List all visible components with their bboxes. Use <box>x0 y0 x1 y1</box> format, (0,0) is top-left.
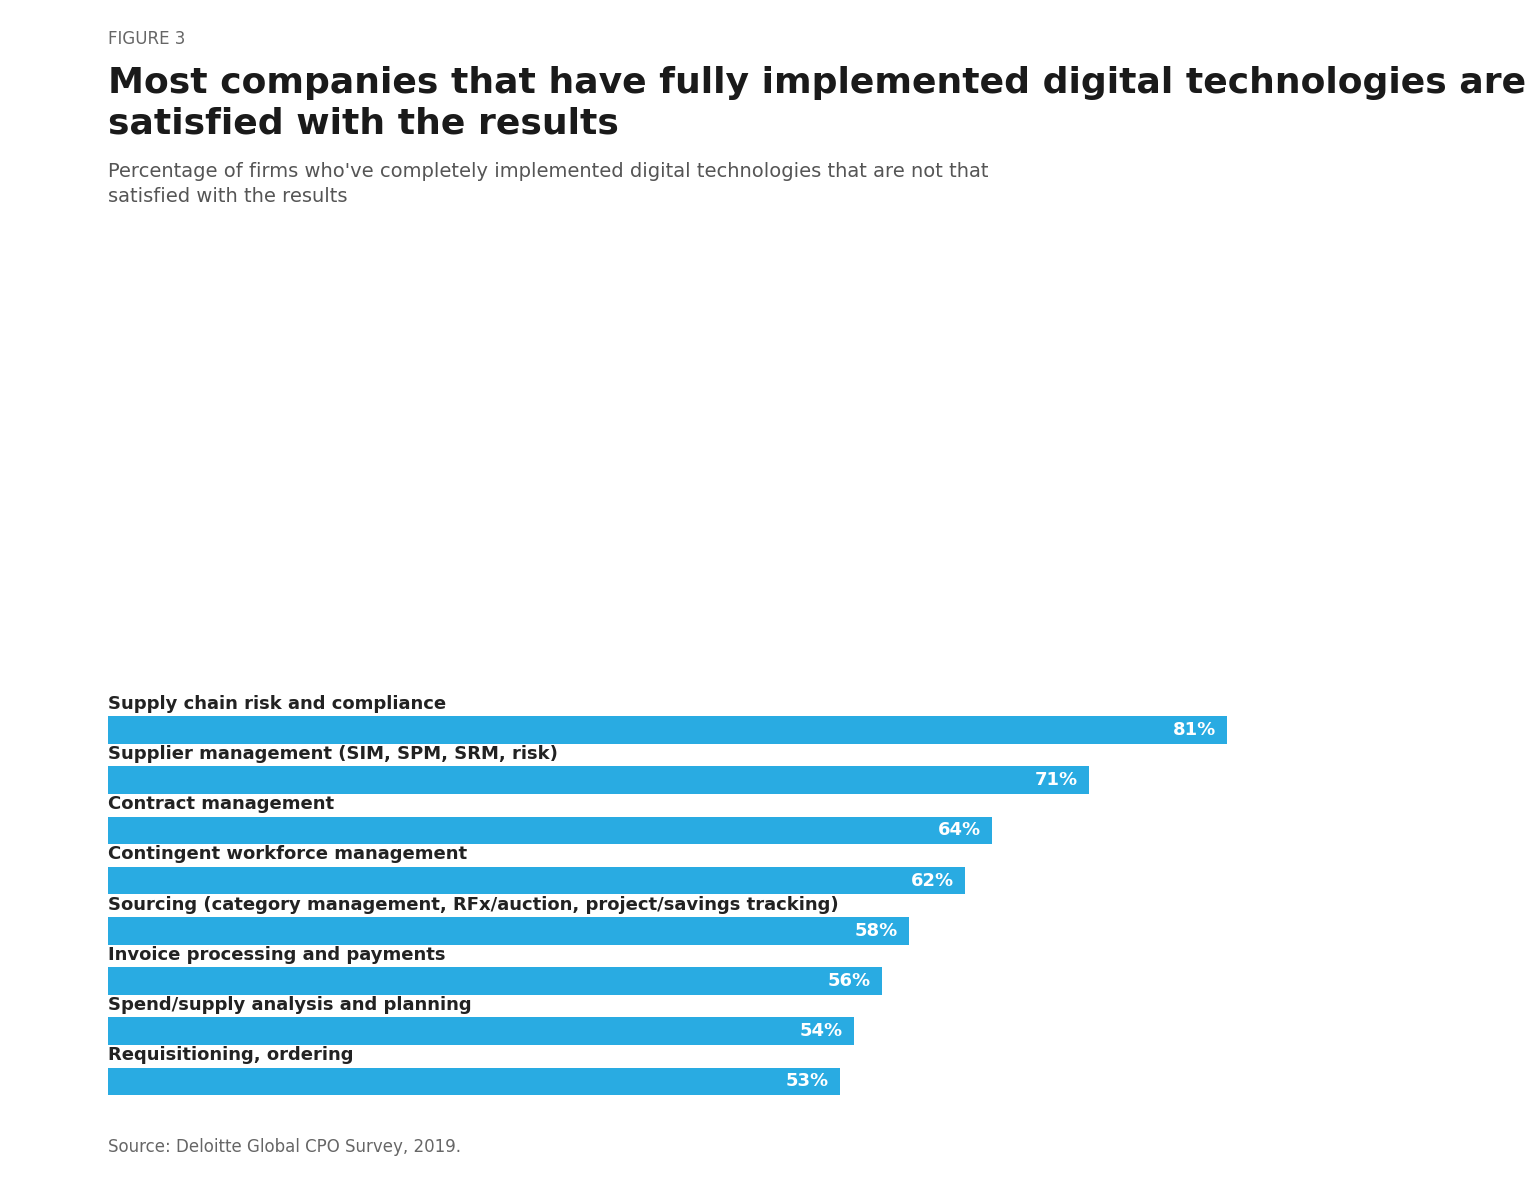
Text: Invoice processing and payments: Invoice processing and payments <box>108 945 445 963</box>
Bar <box>108 916 909 945</box>
Bar <box>108 1017 854 1045</box>
Bar <box>108 967 882 994</box>
Text: Contingent workforce management: Contingent workforce management <box>108 846 467 864</box>
Bar <box>108 867 965 895</box>
Text: FIGURE 3: FIGURE 3 <box>108 30 184 48</box>
Text: Contract management: Contract management <box>108 795 333 813</box>
Bar <box>108 1067 840 1095</box>
Text: 56%: 56% <box>828 972 871 990</box>
Text: 58%: 58% <box>856 921 899 940</box>
Text: 71%: 71% <box>1035 772 1078 789</box>
Text: Most companies that have fully implemented digital technologies are not
satisfie: Most companies that have fully implement… <box>108 66 1536 140</box>
Text: Source: Deloitte Global CPO Survey, 2019.: Source: Deloitte Global CPO Survey, 2019… <box>108 1138 461 1156</box>
Text: 62%: 62% <box>911 872 954 890</box>
Text: 54%: 54% <box>800 1022 843 1040</box>
Text: Supplier management (SIM, SPM, SRM, risk): Supplier management (SIM, SPM, SRM, risk… <box>108 745 558 763</box>
Bar <box>108 767 1089 794</box>
Bar <box>108 817 992 845</box>
Text: 64%: 64% <box>938 822 982 840</box>
Text: 53%: 53% <box>786 1072 829 1090</box>
Text: Spend/supply analysis and planning: Spend/supply analysis and planning <box>108 996 472 1014</box>
Text: 81%: 81% <box>1174 721 1217 739</box>
Text: Requisitioning, ordering: Requisitioning, ordering <box>108 1046 353 1064</box>
Text: Supply chain risk and compliance: Supply chain risk and compliance <box>108 695 445 713</box>
Text: Percentage of firms who've completely implemented digital technologies that are : Percentage of firms who've completely im… <box>108 162 988 206</box>
Text: Sourcing (category management, RFx/auction, project/savings tracking): Sourcing (category management, RFx/aucti… <box>108 896 839 914</box>
Bar <box>108 716 1227 744</box>
